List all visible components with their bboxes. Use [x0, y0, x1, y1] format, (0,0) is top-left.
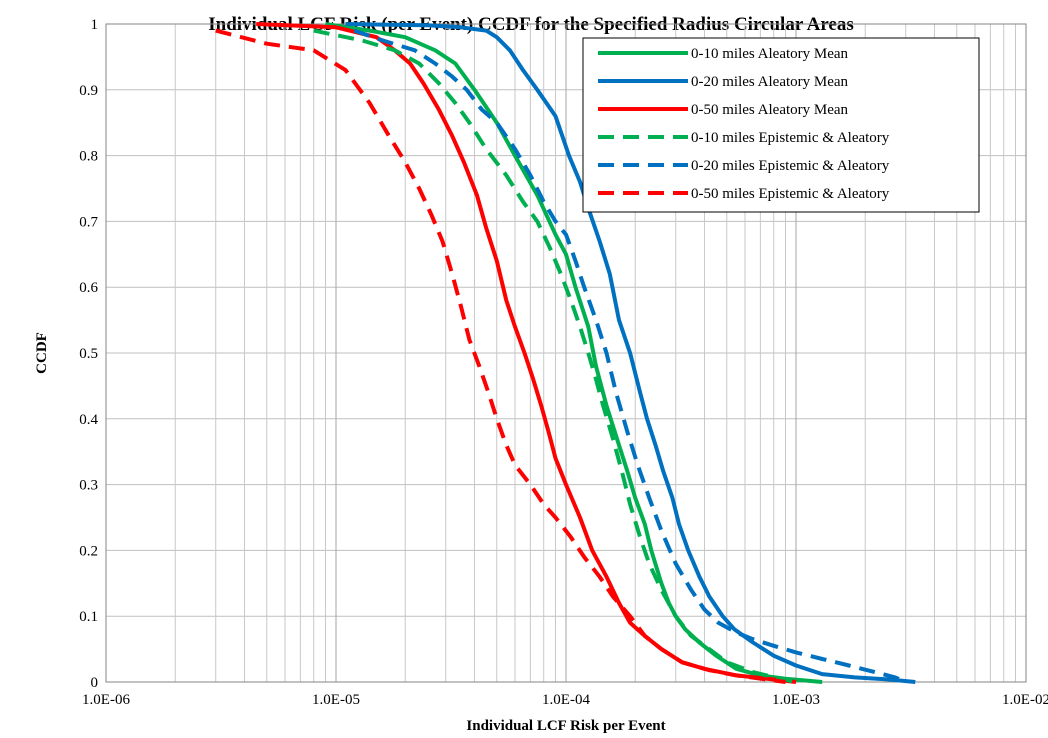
y-tick-label: 0.9	[79, 83, 98, 99]
x-tick-label: 1.0E-03	[772, 692, 820, 708]
legend-label: 0-10 miles Epistemic & Aleatory	[691, 130, 890, 146]
x-tick-label: 1.0E-06	[82, 692, 130, 708]
x-tick-label: 1.0E-02	[1002, 692, 1048, 708]
y-tick-label: 0.8	[79, 149, 98, 165]
y-tick-label: 1	[91, 17, 99, 33]
legend-label: 0-10 miles Aleatory Mean	[691, 46, 849, 62]
series-line-4	[313, 28, 797, 684]
series-line-2	[345, 22, 916, 684]
legend-label: 0-20 miles Epistemic & Aleatory	[691, 158, 890, 174]
legend-box	[582, 37, 980, 213]
series-line-1	[325, 22, 823, 684]
x-tick-label: 1.0E-04	[542, 692, 590, 708]
y-tick-label: 0	[91, 675, 99, 691]
y-tick-label: 0.7	[79, 214, 98, 230]
y-tick-label: 0.3	[79, 478, 98, 494]
y-tick-label: 0.6	[79, 280, 98, 296]
y-axis-title: CCDF	[34, 332, 50, 374]
legend: 0-10 miles Aleatory Mean 0-20 miles Aleat…	[582, 37, 980, 213]
y-tick-label: 0.1	[79, 609, 98, 625]
legend-label: 0-50 miles Aleatory Mean	[691, 102, 849, 118]
y-tick-labels: 0 0.1 0.2 0.3 0.4 0.5 0.6 0.7 0.8 0.9 1	[79, 17, 98, 691]
series-line-6	[215, 28, 786, 684]
legend-label: 0-50 miles Epistemic & Aleatory	[691, 186, 890, 202]
plot-area	[105, 23, 1027, 683]
y-tick-label: 0.5	[79, 346, 98, 362]
y-tick-label: 0.2	[79, 543, 98, 559]
y-tick-label: 0.4	[79, 412, 98, 428]
x-tick-labels: 1.0E-06 1.0E-05 1.0E-04 1.0E-03 1.0E-02	[82, 692, 1048, 708]
x-tick-label: 1.0E-05	[312, 692, 360, 708]
series-lines	[215, 22, 916, 684]
x-axis-title: Individual LCF Risk per Event	[466, 718, 665, 734]
legend-label: 0-20 miles Aleatory Mean	[691, 74, 849, 90]
